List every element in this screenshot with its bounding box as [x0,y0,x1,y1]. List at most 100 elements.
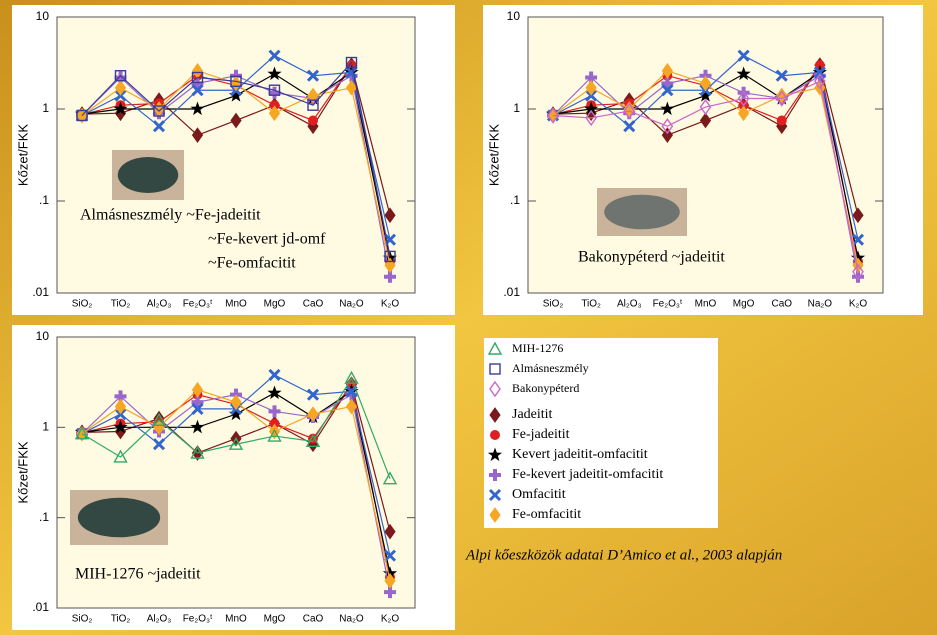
marker [699,112,712,129]
y-tick-label: .01 [32,285,49,299]
photo-stone [117,157,179,193]
legend-label: Fe-omfacitit [512,507,581,522]
marker [74,426,90,440]
legend-marker [489,407,501,423]
x-tick-label: K₂O [849,299,868,310]
marker [191,84,204,97]
marker [307,99,319,111]
marker [775,69,788,82]
x-tick-label: Al₂O₃ [147,614,172,625]
marker [228,436,244,450]
marker [661,62,673,79]
marker [190,101,205,116]
x-tick-label: Fe₂O₃ᵗ [183,614,213,625]
marker [775,90,788,107]
x-tick-label: CaO [303,299,324,310]
marker [660,101,675,116]
x-tick-label: MnO [695,299,717,310]
x-tick-label: MgO [264,299,286,310]
marker [190,419,205,434]
x-tick-label: Na₂O [339,299,364,310]
marker [191,381,204,398]
y-tick-label: 10 [36,9,50,23]
series-line [552,80,859,272]
marker [661,118,674,135]
x-tick-label: MgO [733,299,755,310]
marker [269,418,280,429]
marker [698,88,713,102]
marker [152,120,166,133]
photo-stone [77,497,161,538]
x-tick-label: K₂O [381,614,400,625]
marker [191,71,204,84]
x-tick-label: SiO₂ [543,299,564,310]
marker [345,66,358,79]
marker [191,396,204,409]
marker [383,549,397,562]
marker [776,115,787,126]
legend-label: Jadeitit [512,407,553,422]
marker [737,49,750,62]
legend-label: Fe-jadeitit [512,427,570,442]
marker [268,105,281,122]
y-tick-label: 10 [507,9,521,23]
marker [345,398,358,415]
legend-marker [489,469,501,481]
marker [114,398,127,415]
y-tick-label: .1 [510,193,520,207]
marker [382,250,398,265]
y-tick-label: 1 [42,101,49,115]
legend-label: Almásneszmély [512,361,589,375]
marker [305,433,321,448]
marker [114,79,127,96]
marker [738,105,750,122]
marker [661,77,674,90]
marker [230,112,242,129]
marker [699,98,712,116]
marker [113,449,128,463]
annotation: Almásneszmély ~Fe-jadeitit [80,207,261,224]
marker [306,388,320,401]
x-tick-label: K₂O [381,299,400,310]
marker [382,471,398,485]
x-tick-label: MgO [264,614,286,625]
marker [623,102,636,120]
x-tick-label: Al₂O₃ [617,299,642,310]
x-tick-label: CaO [303,614,324,625]
x-tick-label: TiO₂ [111,614,131,625]
marker [585,109,597,127]
marker [191,77,204,90]
legend-marker [487,341,503,355]
y-tick-label: .01 [503,285,520,299]
caption: Alpi kőeszközök adatai D’Amico et al., 2… [465,547,782,563]
marker [151,412,167,426]
marker [306,69,320,82]
y-tick-label: 1 [42,420,49,434]
marker [585,79,597,96]
marker [384,207,396,224]
y-tick-label: 10 [36,329,50,343]
x-tick-label: SiO₂ [72,614,93,625]
marker [230,394,242,411]
x-tick-label: MnO [225,299,247,310]
x-tick-label: MnO [225,614,247,625]
marker [228,88,244,102]
legend-box [484,338,718,528]
x-tick-label: TiO₂ [581,299,601,310]
x-tick-label: Fe₂O₃ᵗ [183,299,213,310]
y-axis-title: Kőzet/FKK [15,441,30,503]
x-tick-label: SiO₂ [72,299,93,310]
marker [661,84,674,97]
marker [307,406,319,422]
marker [113,419,128,434]
marker [191,402,204,415]
marker [852,207,864,224]
y-tick-label: .1 [39,193,49,207]
marker [737,90,750,107]
y-axis-title: Kőzet/FKK [486,124,501,186]
x-tick-label: Na₂O [808,299,833,310]
marker [228,406,244,421]
marker [267,66,282,81]
legend-marker [489,363,501,375]
